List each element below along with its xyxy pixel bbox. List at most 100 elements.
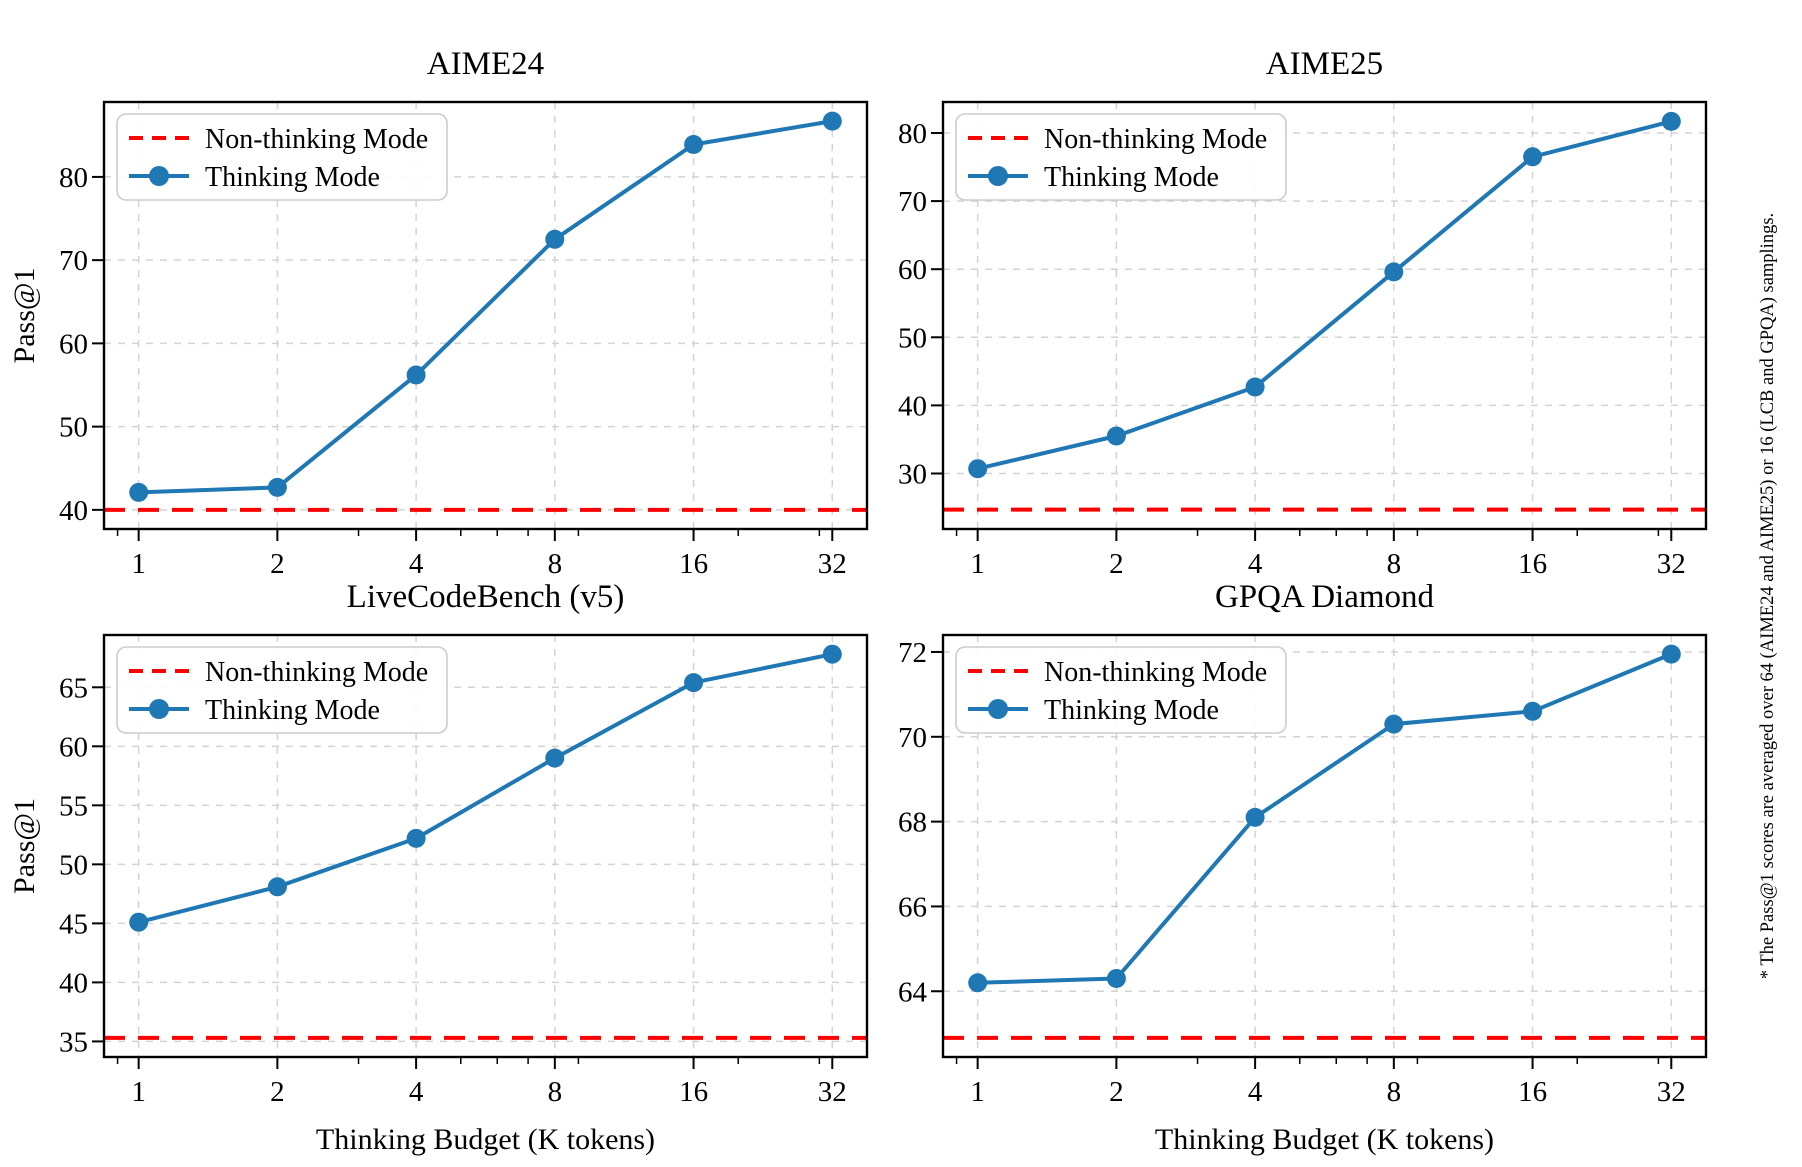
legend-marker-sample — [149, 166, 169, 186]
data-point — [1384, 714, 1404, 734]
x-tick-label: 16 — [679, 1076, 708, 1108]
x-tick-label: 4 — [409, 548, 424, 580]
legend-marker-sample — [149, 699, 169, 719]
data-point — [1384, 262, 1404, 282]
y-tick-label: 60 — [898, 254, 927, 286]
x-tick-label: 32 — [1657, 1076, 1686, 1108]
chart-title: LiveCodeBench (v5) — [347, 579, 625, 615]
data-point — [1245, 377, 1265, 397]
x-tick-label: 8 — [548, 1076, 563, 1108]
data-point — [1523, 147, 1543, 167]
y-tick-label: 50 — [59, 849, 88, 881]
y-tick-label: 65 — [59, 672, 88, 704]
y-tick-label: 40 — [59, 967, 88, 999]
legend-label-non-thinking: Non-thinking Mode — [205, 124, 428, 155]
data-point — [1523, 701, 1543, 721]
x-tick-label: 1 — [131, 548, 146, 580]
data-point — [406, 828, 426, 848]
thinking-markers — [968, 644, 1681, 993]
legend: Non-thinking Mode Thinking Mode — [955, 113, 1287, 201]
data-point — [684, 673, 704, 693]
chart-aime24: 1 2 4 8 16 32 40 50 60 70 80 AIME24 Pass@1 Non-thinki… — [8, 46, 869, 580]
y-tick-label: 70 — [59, 245, 88, 277]
y-tick-labels: 30 40 50 60 70 80 — [898, 118, 927, 491]
x-tick-label: 2 — [270, 1076, 285, 1108]
x-tick-label: 32 — [818, 548, 847, 580]
y-tick-label: 50 — [59, 412, 88, 444]
x-tick-label: 16 — [679, 548, 708, 580]
legend: Non-thinking Mode Thinking Mode — [116, 646, 448, 734]
y-tick-label: 45 — [59, 908, 88, 940]
thinking-markers — [968, 111, 1681, 479]
data-point — [968, 459, 988, 479]
data-point — [968, 973, 988, 993]
thinking-line — [136, 652, 835, 925]
data-point — [1661, 111, 1681, 131]
x-tick-label: 2 — [270, 548, 285, 580]
x-tick-label: 8 — [1387, 548, 1402, 580]
chart-title: GPQA Diamond — [1215, 579, 1435, 615]
y-tick-label: 35 — [59, 1026, 88, 1058]
y-tick-label: 70 — [898, 186, 927, 218]
data-point — [684, 135, 704, 154]
data-point — [129, 482, 149, 502]
legend-label-non-thinking: Non-thinking Mode — [1044, 124, 1267, 155]
legend-box — [955, 113, 1287, 201]
data-point — [406, 365, 426, 385]
x-tick-label: 32 — [1657, 548, 1686, 580]
data-point — [1106, 969, 1126, 988]
plot-frame — [941, 633, 1708, 1059]
y-tick-label: 40 — [59, 495, 88, 527]
y-tick-label: 40 — [898, 390, 927, 422]
y-tick-label: 72 — [898, 637, 927, 669]
data-point — [1245, 807, 1265, 827]
chart-livecodebench-v5: 1 2 4 8 16 32 35 40 45 50 55 60 65 LiveCodeBench (v5)… — [8, 579, 869, 1156]
data-point — [267, 877, 287, 897]
x-tick-label: 2 — [1109, 548, 1124, 580]
data-point — [822, 111, 842, 131]
plot-frame — [941, 100, 1708, 531]
x-tick-labels: 1 2 4 8 16 32 — [131, 1076, 846, 1108]
legend-label-thinking: Thinking Mode — [1044, 162, 1219, 193]
data-point — [1106, 426, 1126, 446]
y-tick-label: 64 — [898, 976, 928, 1008]
x-tick-label: 32 — [818, 1076, 847, 1108]
data-point — [129, 912, 149, 932]
y-tick-label: 80 — [59, 162, 88, 194]
x-tick-label: 1 — [970, 548, 985, 580]
legend-marker-sample — [988, 699, 1008, 719]
ticks — [931, 650, 1673, 1069]
thinking-line — [975, 652, 1674, 985]
x-tick-label: 16 — [1518, 1076, 1547, 1108]
legend: Non-thinking Mode Thinking Mode — [955, 646, 1287, 734]
y-tick-label: 60 — [59, 731, 88, 763]
legend-label-thinking: Thinking Mode — [1044, 695, 1219, 726]
data-point — [545, 229, 565, 249]
chart-title: AIME25 — [1266, 46, 1383, 82]
plot-frame — [102, 633, 869, 1059]
y-tick-label: 80 — [898, 118, 927, 150]
x-tick-label: 16 — [1518, 548, 1547, 580]
x-tick-labels: 1 2 4 8 16 32 — [970, 548, 1685, 580]
x-tick-label: 8 — [548, 548, 563, 580]
x-tick-label: 8 — [1387, 1076, 1402, 1108]
thinking-line — [975, 119, 1674, 471]
plot-frame — [102, 100, 869, 531]
y-tick-labels: 40 50 60 70 80 — [59, 162, 88, 527]
thinking-line — [136, 119, 835, 495]
data-point — [822, 644, 842, 664]
thinking-markers — [129, 644, 842, 932]
data-point — [1661, 644, 1681, 664]
sidenote: * The Pass@1 scores are averaged over 64… — [1758, 212, 1778, 980]
thinking-markers — [129, 111, 842, 502]
legend-label-non-thinking: Non-thinking Mode — [1044, 657, 1267, 688]
legend-label-thinking: Thinking Mode — [205, 695, 380, 726]
y-axis-label: Pass@1 — [8, 268, 41, 364]
data-point — [545, 748, 565, 768]
y-tick-label: 30 — [898, 458, 927, 490]
y-tick-labels: 35 40 45 50 55 60 65 — [59, 672, 88, 1058]
chart-aime25: 1 2 4 8 16 32 30 40 50 60 70 80 AIME25 Non-thinking M… — [898, 46, 1708, 580]
x-tick-label: 1 — [970, 1076, 985, 1108]
y-tick-label: 70 — [898, 722, 927, 754]
